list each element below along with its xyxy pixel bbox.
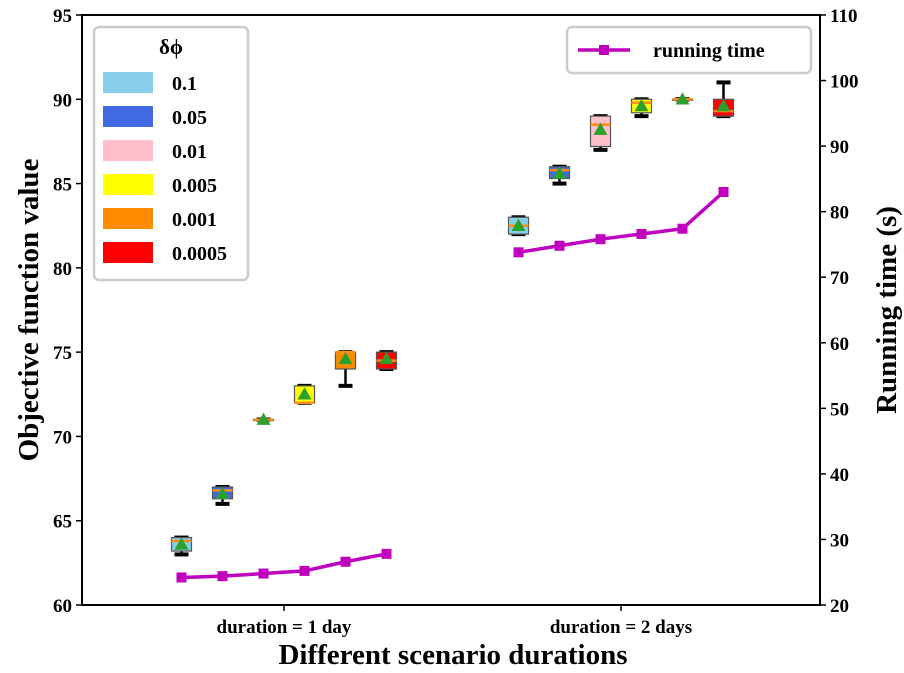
box-0.0005-0 xyxy=(375,350,398,371)
box-0.0005-1 xyxy=(712,80,735,119)
box-0.01-0 xyxy=(252,412,275,425)
running-time-point xyxy=(513,247,524,258)
left-y-tick-label: 75 xyxy=(53,343,72,364)
legend-frame xyxy=(565,25,813,75)
running-time-point xyxy=(718,187,729,197)
legend-label: 0.01 xyxy=(172,141,207,163)
left-y-tick-label: 85 xyxy=(53,175,72,196)
x-tick-label: duration = 1 day xyxy=(217,617,352,638)
running-time-point xyxy=(636,228,647,239)
mean-marker xyxy=(215,486,230,499)
right-y-axis-title: Running time (s) xyxy=(871,206,903,414)
right-y-tick-label: 90 xyxy=(830,137,849,158)
right-y-tick-label: 110 xyxy=(830,6,857,27)
legend-label: 0.005 xyxy=(172,175,217,197)
plot-frame xyxy=(81,14,821,606)
legend-title: δϕ xyxy=(159,35,183,59)
legend-swatch xyxy=(103,242,153,263)
x-axis-title: Different scenario durations xyxy=(278,639,627,671)
box-0.005-0 xyxy=(293,383,316,405)
legend-label: 0.05 xyxy=(172,107,207,129)
x-axis: duration = 1 day duration = 2 days xyxy=(217,605,692,638)
mean-marker xyxy=(634,99,649,112)
left-y-tick-label: 65 xyxy=(53,512,72,533)
legend-swatch xyxy=(103,106,153,127)
legend-swatch xyxy=(103,72,153,93)
left-y-tick-label: 95 xyxy=(53,6,72,27)
left-y-tick-label: 60 xyxy=(53,596,72,617)
legend-label: 0.1 xyxy=(172,73,197,95)
legend-swatch xyxy=(103,174,153,195)
legend-label: running time xyxy=(653,40,765,62)
running-time-line-1 xyxy=(518,190,725,255)
box-0.1-0 xyxy=(170,535,193,557)
running-time-point xyxy=(217,571,228,582)
right-y-tick-label: 20 xyxy=(830,596,849,617)
running-time-line-0 xyxy=(181,552,387,580)
box-0.05-1 xyxy=(548,164,571,186)
box-0.001-0 xyxy=(334,350,357,388)
mean-marker xyxy=(593,122,608,135)
mean-marker xyxy=(511,218,526,231)
running-time-point xyxy=(595,234,606,245)
legend-dphi: δϕ 0.1 0.05 0.01 0.005 0.001 0.0005 xyxy=(92,25,250,282)
box-0.001-1 xyxy=(671,92,694,105)
box-0.1-1 xyxy=(507,215,530,237)
legend-label: 0.0005 xyxy=(172,243,227,265)
right-y-axis: 20 30 40 50 60 70 80 90 100 110 xyxy=(820,6,859,617)
running-time-point xyxy=(554,240,565,251)
mean-marker xyxy=(716,99,731,112)
x-tick-label: duration = 2 days xyxy=(550,617,692,638)
mean-marker xyxy=(174,537,189,550)
legend-swatch xyxy=(103,140,153,161)
left-y-tick-label: 90 xyxy=(53,90,72,111)
right-y-tick-label: 50 xyxy=(830,399,849,420)
legend-swatch xyxy=(103,208,153,229)
plot-layer xyxy=(170,80,735,583)
running-time-point xyxy=(299,565,310,576)
left-y-axis: 60 65 70 75 80 85 90 95 xyxy=(53,6,82,617)
left-y-tick-label: 80 xyxy=(53,259,72,280)
legend-marker xyxy=(599,45,609,55)
running-time-point xyxy=(176,572,187,583)
running-time-point xyxy=(381,548,392,559)
right-y-tick-label: 100 xyxy=(830,72,859,93)
box-0.005-1 xyxy=(630,97,653,119)
mean-marker xyxy=(552,166,567,179)
mean-marker xyxy=(256,412,271,425)
right-y-tick-label: 80 xyxy=(830,203,849,224)
mean-marker xyxy=(297,387,312,400)
legend-running-time: running time xyxy=(565,25,813,75)
box-0.05-0 xyxy=(211,485,234,506)
mean-marker xyxy=(338,351,353,365)
right-y-tick-label: 30 xyxy=(830,530,849,551)
left-y-tick-label: 70 xyxy=(53,427,72,448)
mean-marker xyxy=(379,351,394,365)
right-y-tick-label: 60 xyxy=(830,334,849,355)
running-time-point xyxy=(258,568,269,579)
right-y-tick-label: 70 xyxy=(830,268,849,289)
right-y-tick-label: 40 xyxy=(830,465,849,486)
y-axis-title: Objective function value xyxy=(13,158,45,461)
mean-marker xyxy=(675,92,690,105)
running-time-point xyxy=(677,223,688,234)
legend-label: 0.001 xyxy=(172,209,217,231)
box-0.01-1 xyxy=(589,114,612,152)
running-time-point xyxy=(340,556,351,567)
